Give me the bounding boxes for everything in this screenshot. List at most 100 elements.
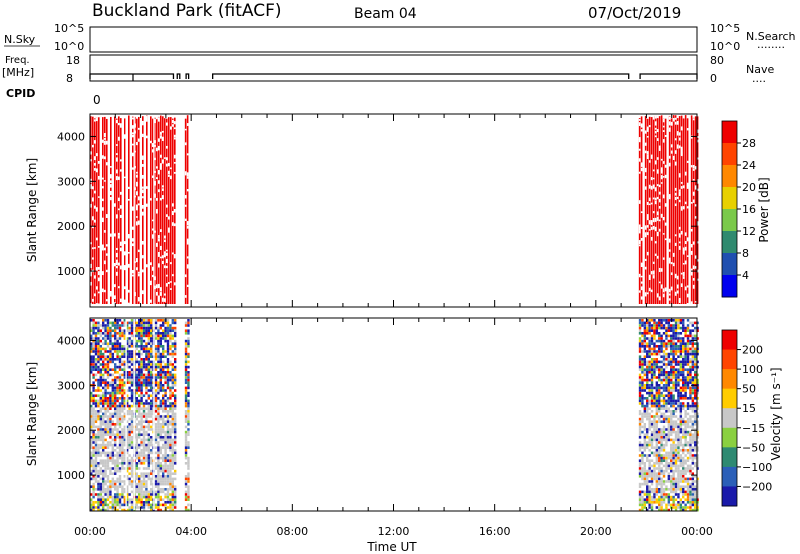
velocity-cell [653, 501, 656, 504]
velocity-cell [171, 480, 174, 483]
velocity-cell [164, 363, 167, 366]
velocity-cell [686, 352, 690, 356]
velocity-cell [94, 420, 98, 423]
power-gap [670, 144, 673, 148]
velocity-cell [121, 378, 124, 382]
power-gap [160, 154, 162, 158]
velocity-cell [689, 378, 692, 382]
velocity-cell [135, 352, 138, 356]
velocity-cell [648, 488, 651, 491]
velocity-cell [653, 337, 656, 340]
velocity-cell [164, 482, 167, 486]
velocity-cell [94, 324, 98, 327]
velocity-cell [665, 378, 668, 382]
power-gap [132, 134, 134, 138]
power-gap [162, 185, 164, 188]
velocity-cell [147, 319, 150, 322]
velocity-cell [672, 485, 675, 488]
velocity-cell [109, 339, 112, 343]
power-column [684, 115, 687, 305]
power-gap [168, 162, 170, 167]
velocity-cell [116, 446, 119, 449]
velocity-cell [159, 371, 162, 374]
velocity-cell [689, 376, 692, 379]
velocity-cell [696, 477, 699, 481]
power-gap [646, 201, 649, 205]
velocity-cell [135, 389, 138, 392]
power-gap [676, 196, 679, 199]
power-column [652, 116, 655, 304]
velocity-cell [171, 464, 174, 468]
velocity-cell [111, 495, 114, 499]
velocity-cell [154, 373, 158, 377]
velocity-cell [184, 420, 188, 423]
velocity-cell [90, 397, 93, 400]
velocity-cell [157, 495, 160, 499]
velocity-cell [174, 477, 177, 481]
velocity-cell [104, 347, 107, 351]
freq-segment [176, 73, 181, 79]
velocity-cell [90, 358, 93, 361]
power-gap [104, 140, 106, 145]
velocity-cell [672, 352, 675, 356]
power-gap [186, 153, 189, 156]
velocity-cell [689, 415, 692, 418]
velocity-cell [670, 469, 673, 473]
velocity-cell [667, 503, 671, 507]
velocity-cell [150, 498, 153, 501]
power-gap [186, 221, 189, 226]
velocity-cell [674, 477, 678, 481]
velocity-cell [114, 433, 117, 436]
velocity-cell [694, 363, 697, 366]
velocity-cell [128, 326, 131, 330]
velocity-cell [655, 477, 659, 481]
velocity-cell [667, 339, 671, 343]
velocity-cell [135, 503, 138, 507]
velocity-cell [171, 462, 174, 465]
velocity-cell [104, 394, 107, 397]
velocity-cell [102, 391, 105, 395]
colorbar-tick-label: −50 [742, 441, 765, 454]
velocity-cell [118, 342, 122, 345]
velocity-cell [162, 324, 165, 327]
velocity-cell [92, 326, 95, 330]
nsearch-label: N.Search [746, 30, 796, 43]
velocity-cell [130, 324, 134, 327]
velocity-cell [104, 384, 107, 387]
velocity-cell [672, 451, 675, 455]
velocity-cell [171, 446, 174, 449]
velocity-cell [655, 352, 659, 356]
velocity-cell [118, 407, 122, 410]
velocity-cell [169, 506, 172, 509]
velocity-cell [121, 493, 124, 496]
velocity-cell [90, 469, 93, 473]
velocity-cell [94, 441, 98, 444]
velocity-cell [174, 503, 177, 507]
velocity-cell [638, 391, 642, 395]
colorbar-swatch [722, 427, 737, 448]
velocity-cell [164, 451, 167, 455]
velocity-cell [147, 378, 150, 382]
velocity-cell [140, 493, 143, 496]
velocity-cell [152, 508, 155, 512]
velocity-cell [123, 498, 126, 501]
velocity-cell [114, 412, 117, 416]
velocity-cell [109, 454, 112, 457]
velocity-cell [147, 451, 150, 455]
velocity-cell [184, 329, 188, 332]
velocity-cell [106, 441, 110, 444]
velocity-cell [660, 433, 663, 436]
velocity-cell [187, 332, 190, 335]
velocity-cell [130, 420, 134, 423]
velocity-cell [118, 376, 122, 379]
velocity-cell [648, 425, 651, 429]
velocity-cell [164, 501, 167, 504]
power-gap [168, 170, 170, 175]
velocity-cell [670, 425, 673, 429]
velocity-cell [648, 412, 651, 416]
power-gap [638, 148, 641, 151]
velocity-cell [650, 495, 654, 499]
velocity-cell [90, 334, 93, 338]
power-gap [678, 193, 681, 196]
velocity-cell [142, 493, 146, 496]
